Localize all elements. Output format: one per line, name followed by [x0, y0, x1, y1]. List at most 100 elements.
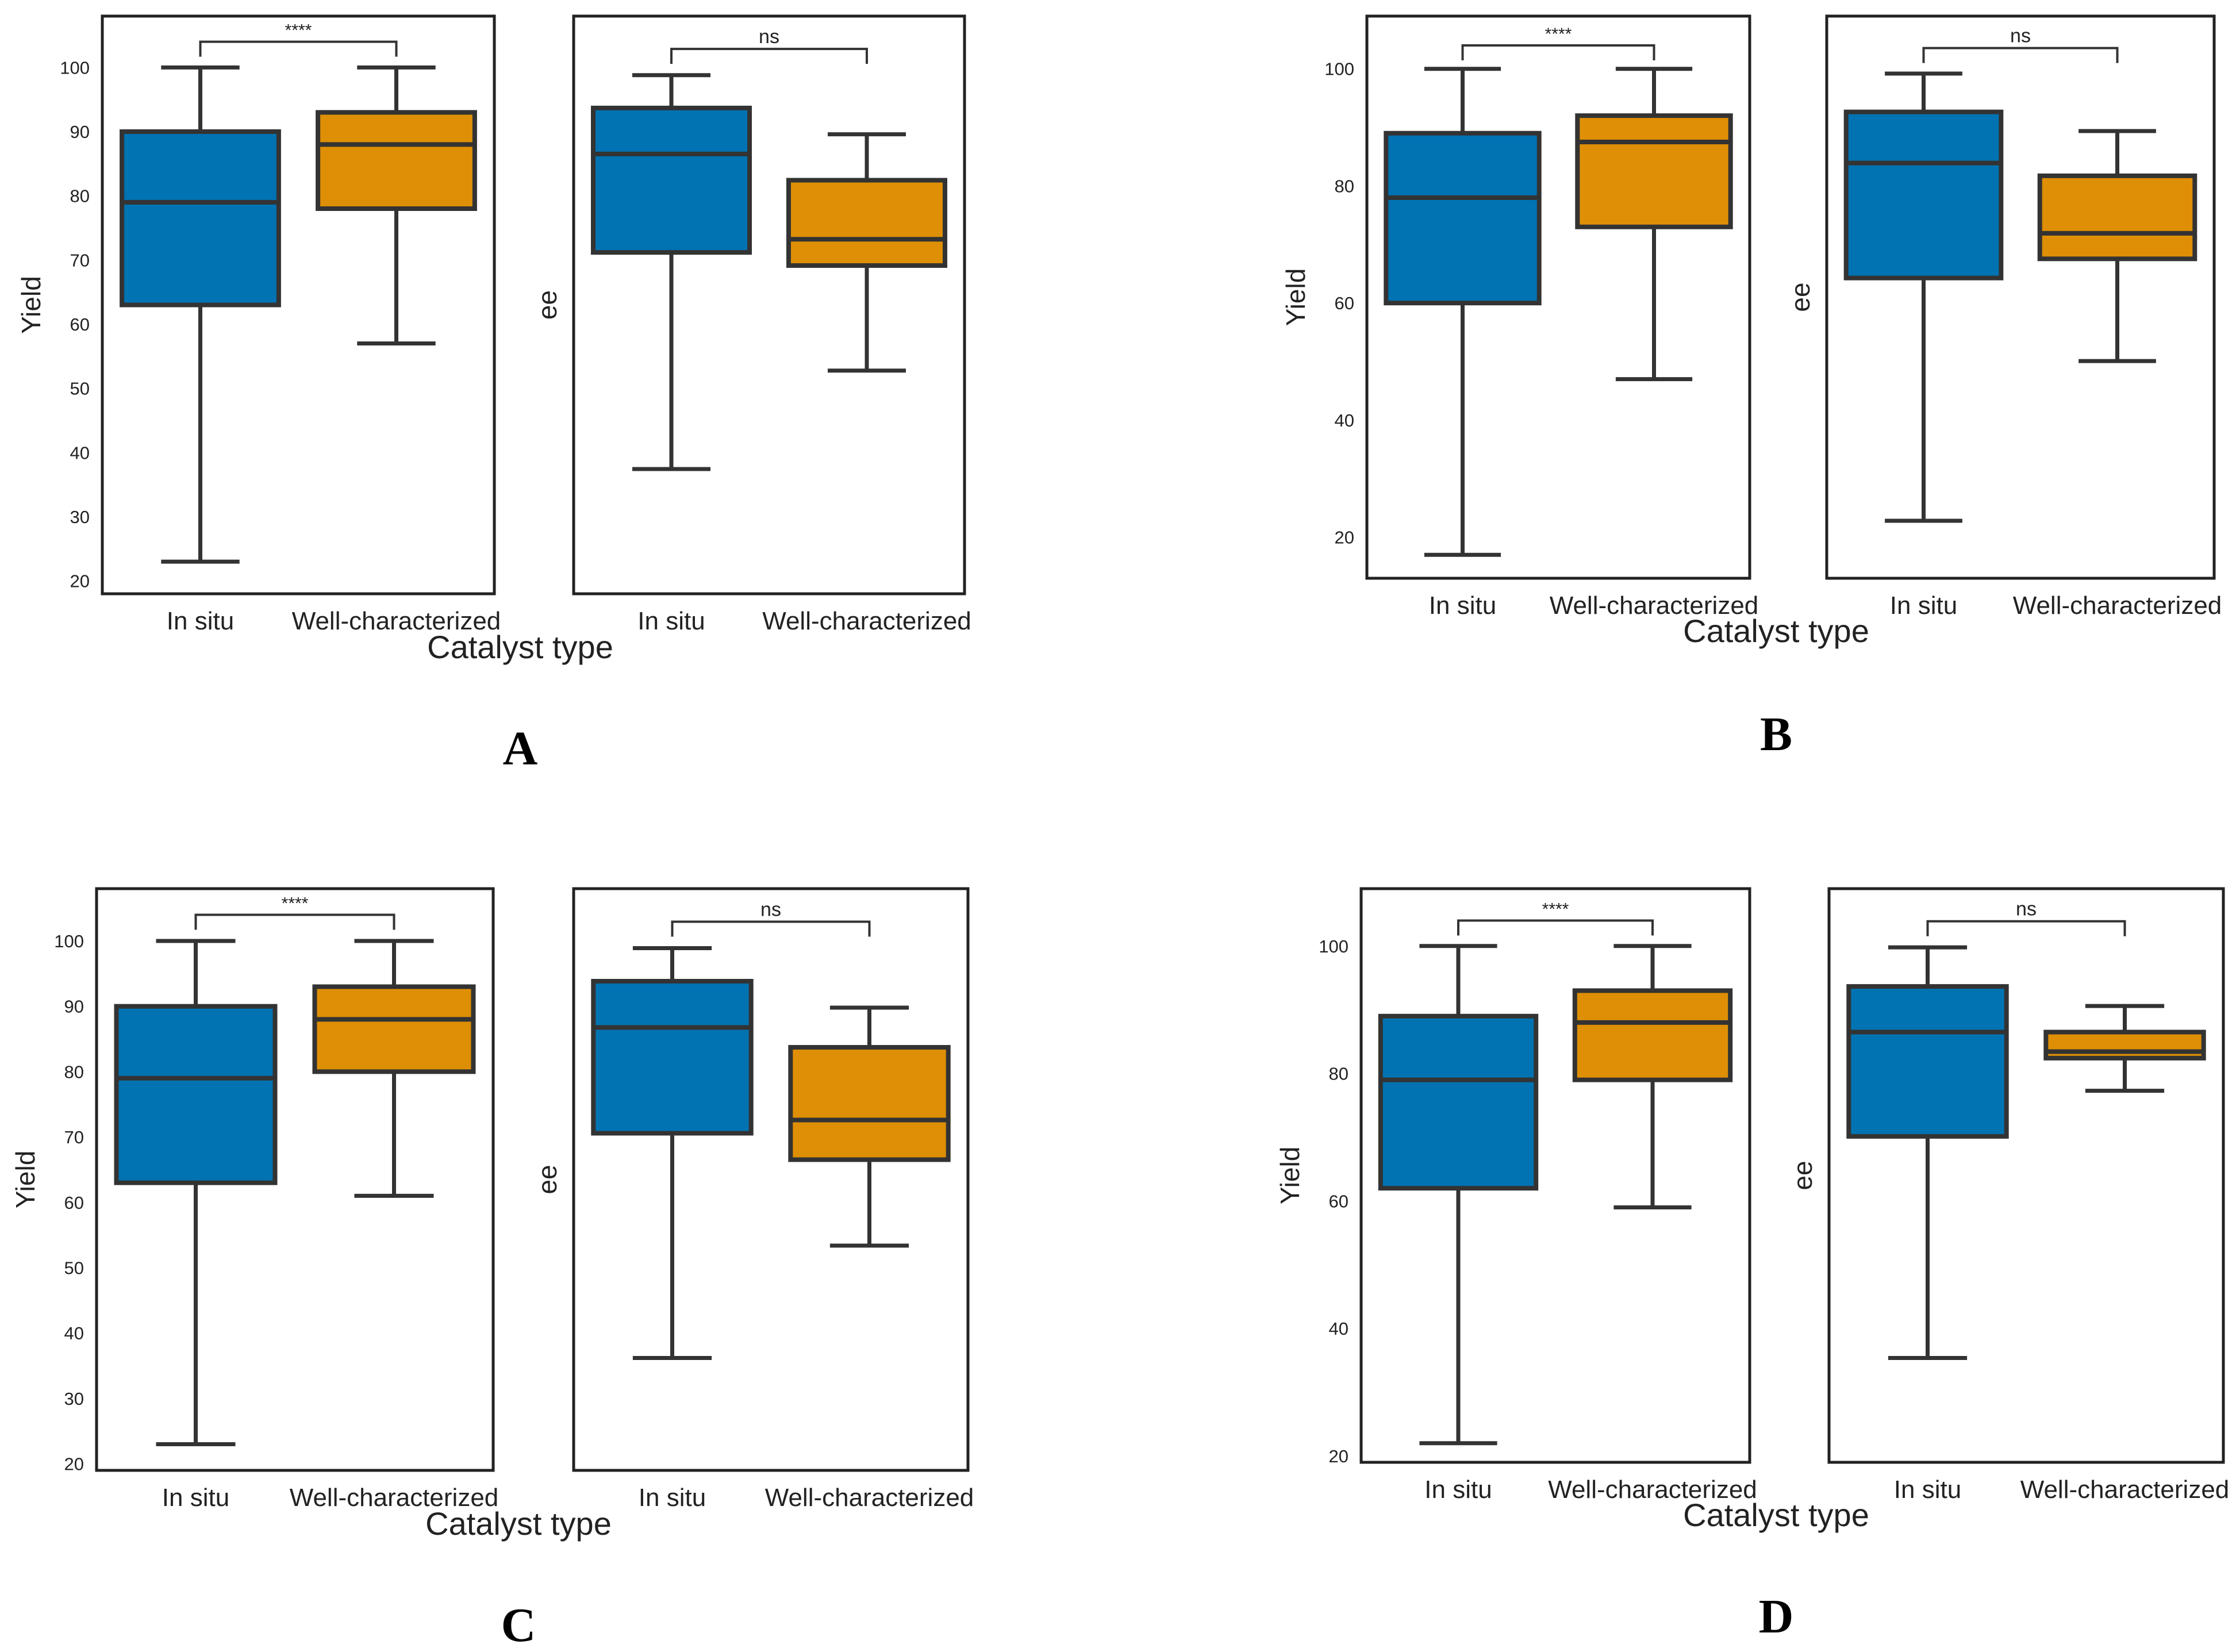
x-tick-label: In situ: [162, 1484, 229, 1512]
x-axis-label: Catalyst type: [1683, 613, 1869, 649]
subplot-ee: ns ee In situ Well-characterized: [532, 14, 971, 635]
box-well-characterized: [316, 65, 477, 345]
x-tick-label: Well-characterized: [762, 607, 971, 635]
subplot-yield: **** 20 30 40 50 60 70 80 90 100 Yield In situ Well-…: [16, 14, 501, 635]
y-tick-label: 80: [64, 1062, 84, 1082]
significance-bracket: [199, 40, 398, 57]
panel-c: **** 20 30 40 50 60 70 80 90 100 Yield In situ Well-…: [10, 887, 974, 1652]
box-well-characterized: [312, 939, 476, 1198]
box-well-characterized: [2037, 129, 2197, 363]
iqr-box: [120, 129, 281, 308]
axes-frame: [101, 14, 496, 596]
y-axis-label: ee: [1785, 282, 1815, 312]
iqr-box: [591, 979, 754, 1136]
y-tick-label: 100: [54, 931, 84, 951]
y-axis-label: ee: [532, 290, 562, 320]
iqr-box: [114, 1004, 278, 1185]
y-tick-label: 70: [70, 250, 90, 270]
significance-label: ns: [2016, 898, 2037, 920]
y-tick-label: 40: [70, 443, 90, 463]
y-tick-label: 80: [1335, 176, 1354, 196]
box-in-situ: [1384, 67, 1542, 557]
x-tick-label: In situ: [1424, 1476, 1492, 1504]
x-tick-label: Well-characterized: [2013, 591, 2222, 620]
axes-frame: [1359, 887, 1751, 1464]
axes-frame: [572, 14, 966, 596]
iqr-box: [316, 110, 477, 211]
significance-bracket: [1922, 47, 2119, 63]
iqr-box: [312, 984, 476, 1074]
x-tick-label: In situ: [637, 607, 705, 635]
axes-frame: [1827, 887, 2225, 1464]
x-tick-label: Well-characterized: [292, 607, 501, 635]
box-in-situ: [591, 73, 752, 471]
panel-b: **** 20 40 60 80 100 Yield In situ Well-characte…: [1281, 14, 2222, 761]
x-tick-label: Well-characterized: [2020, 1476, 2230, 1504]
panel-a: **** 20 30 40 50 60 70 80 90 100 Yield In situ Well-…: [16, 14, 971, 775]
y-tick-label: 30: [70, 507, 90, 527]
y-axis-label: Yield: [10, 1151, 40, 1209]
iqr-box: [788, 1045, 951, 1162]
significance-label: ****: [1542, 900, 1569, 919]
y-tick-label: 40: [64, 1323, 84, 1343]
panel-letter: B: [1760, 708, 1792, 761]
subplot-yield: **** 20 40 60 80 100 Yield In situ Well-characte…: [1281, 14, 1759, 620]
y-tick-label: 40: [1335, 410, 1354, 431]
box-in-situ: [1378, 944, 1539, 1446]
box-well-characterized: [788, 1005, 951, 1248]
subplot-yield: **** 20 30 40 50 60 70 80 90 100 Yield In situ Well-…: [10, 887, 498, 1512]
significance-label: ns: [760, 899, 781, 921]
box-in-situ: [1843, 71, 2004, 523]
x-tick-label: In situ: [1890, 591, 1957, 620]
y-tick-label: 100: [1319, 936, 1348, 956]
significance-label: ****: [1545, 25, 1572, 44]
box-well-characterized: [786, 132, 947, 373]
box-in-situ: [120, 65, 281, 564]
iqr-box: [591, 105, 752, 255]
x-tick-label: Well-characterized: [765, 1484, 974, 1512]
significance-label: ns: [2010, 25, 2031, 47]
box-in-situ: [114, 939, 278, 1447]
y-tick-label: 60: [1335, 293, 1354, 313]
significance-bracket: [670, 48, 868, 64]
iqr-box: [2037, 173, 2197, 262]
x-tick-label: Well-characterized: [1548, 1476, 1757, 1504]
y-axis-label: Yield: [16, 276, 46, 334]
x-axis-label: Catalyst type: [425, 1505, 612, 1542]
iqr-box: [1572, 988, 1733, 1082]
x-tick-label: In situ: [167, 607, 234, 635]
iqr-box: [1846, 984, 2009, 1139]
panel-letter: D: [1759, 1590, 1794, 1643]
panel-d: **** 20 40 60 80 100 Yield In situ Well-characte…: [1275, 887, 2230, 1643]
iqr-box: [2043, 1029, 2206, 1061]
x-tick-label: Well-characterized: [1550, 591, 1759, 620]
x-axis-label: Catalyst type: [1683, 1497, 1869, 1533]
y-tick-label: 50: [70, 379, 90, 399]
panel-letter: C: [501, 1599, 536, 1652]
y-axis-label: ee: [532, 1165, 562, 1194]
significance-label: ****: [285, 21, 312, 40]
y-tick-label: 100: [60, 57, 90, 78]
y-tick-label: 40: [1329, 1319, 1348, 1339]
y-tick-label: 80: [70, 186, 90, 206]
y-axis-label: Yield: [1281, 268, 1311, 326]
y-axis-label: Yield: [1275, 1147, 1305, 1205]
y-tick-label: 30: [64, 1389, 84, 1409]
panel-letter: A: [503, 722, 538, 775]
y-tick-label: 60: [1329, 1191, 1348, 1211]
significance-bracket: [1461, 44, 1655, 60]
box-in-situ: [1846, 945, 2009, 1361]
subplot-ee: ns ee In situ Well-characterized: [532, 887, 974, 1512]
y-tick-label: 70: [64, 1127, 84, 1147]
y-tick-label: 60: [70, 314, 90, 335]
significance-bracket: [194, 913, 395, 930]
significance-bracket: [1457, 919, 1654, 936]
box-well-characterized: [2043, 1004, 2206, 1093]
y-tick-label: 20: [1335, 528, 1354, 548]
significance-label: ns: [759, 26, 779, 48]
y-tick-label: 100: [1324, 59, 1354, 79]
x-tick-label: In situ: [1894, 1476, 1961, 1504]
y-tick-label: 20: [64, 1454, 84, 1474]
iqr-box: [1378, 1013, 1539, 1191]
